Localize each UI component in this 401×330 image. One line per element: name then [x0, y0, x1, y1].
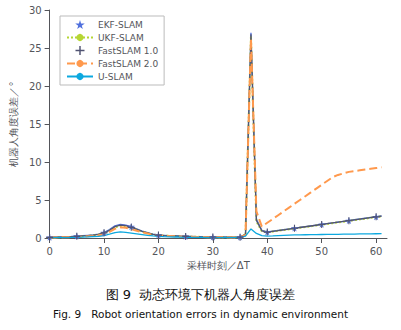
svg-text:30: 30	[207, 246, 220, 257]
svg-text:15: 15	[29, 119, 42, 130]
svg-text:10: 10	[29, 157, 42, 168]
svg-text:10: 10	[98, 246, 111, 257]
svg-text:图 9 动态环境下机器人角度误差: 图 9 动态环境下机器人角度误差	[106, 287, 296, 302]
svg-text:FastSLAM 2.0: FastSLAM 2.0	[98, 59, 158, 69]
svg-text:UKF-SLAM: UKF-SLAM	[98, 33, 144, 43]
svg-text:60: 60	[370, 246, 383, 257]
svg-text:采样时刻／ΔT: 采样时刻／ΔT	[187, 260, 251, 271]
svg-text:Fig. 9 Robot orientation err: Fig. 9 Robot orientation errors in dynam…	[53, 308, 348, 320]
svg-text:50: 50	[315, 246, 328, 257]
svg-text:FastSLAM 1.0: FastSLAM 1.0	[98, 46, 158, 56]
svg-text:40: 40	[261, 246, 274, 257]
svg-text:U-SLAM: U-SLAM	[98, 72, 133, 82]
svg-text:5: 5	[35, 195, 41, 206]
svg-text:0: 0	[35, 233, 41, 244]
svg-text:20: 20	[152, 246, 165, 257]
svg-text:20: 20	[29, 81, 42, 92]
svg-text:25: 25	[29, 43, 42, 54]
svg-text:机器人角度误差／°: 机器人角度误差／°	[8, 82, 19, 167]
svg-text:30: 30	[29, 5, 42, 16]
svg-text:0: 0	[46, 246, 52, 257]
svg-text:EKF-SLAM: EKF-SLAM	[98, 20, 143, 30]
